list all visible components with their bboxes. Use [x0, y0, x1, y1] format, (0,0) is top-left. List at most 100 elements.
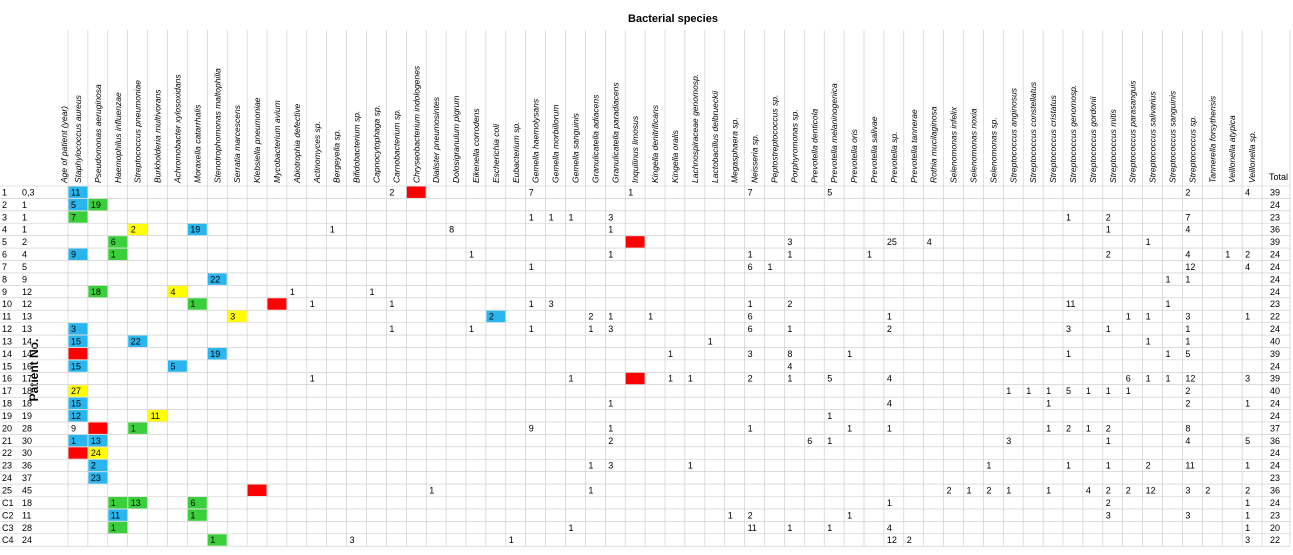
age-label: 12 — [22, 299, 32, 309]
heat-cell — [88, 285, 108, 298]
patient-label: C4 — [2, 535, 14, 545]
cell-value: 9 — [71, 423, 76, 433]
cell-value: 1 — [768, 262, 773, 272]
cell-value: 1 — [529, 299, 534, 309]
age-label: 13 — [22, 324, 32, 334]
cell-value: 2 — [1185, 386, 1190, 396]
cell-value: 13 — [91, 436, 101, 446]
cell-value: 1 — [1245, 510, 1250, 520]
total-label: 24 — [1270, 448, 1280, 458]
patient-label: 14 — [2, 349, 12, 359]
column-label: Streptococcus genomosp. — [1068, 85, 1078, 183]
cell-value: 5 — [1245, 436, 1250, 446]
cell-value: 15 — [71, 361, 81, 371]
cell-value: 1 — [131, 423, 136, 433]
column-label: Granulicatella paradiacens — [610, 82, 620, 183]
age-label: 18 — [22, 498, 32, 508]
cell-value: 4 — [1185, 436, 1190, 446]
cell-value: 11 — [1185, 461, 1194, 471]
patient-label: C2 — [2, 510, 14, 520]
column-label: Neisseria sp. — [750, 134, 760, 183]
cell-value: 3 — [748, 349, 753, 359]
cell-value: 1 — [469, 324, 474, 334]
cell-value: 2 — [947, 486, 952, 496]
total-label: 23 — [1270, 510, 1280, 520]
cell-value: 1 — [509, 535, 514, 545]
patient-label: C1 — [2, 498, 14, 508]
patient-label: 4 — [2, 225, 7, 235]
cell-value: 2 — [986, 486, 991, 496]
column-label: Klebsiella pneumoniae — [252, 97, 262, 183]
heat-cell — [108, 509, 128, 521]
cell-value: 3 — [787, 237, 792, 247]
total-label: 22 — [1270, 535, 1280, 545]
cell-value: 1 — [1106, 324, 1111, 334]
cell-value: 3 — [1185, 510, 1190, 520]
heat-cell — [168, 285, 187, 298]
column-label: Prevotella salivae — [869, 116, 879, 183]
column-label: Eubacterium sp. — [511, 122, 521, 183]
cell-value: 1 — [529, 324, 534, 334]
patient-label: 22 — [2, 448, 12, 458]
cell-value: 1 — [967, 486, 972, 496]
patient-label: 12 — [2, 324, 12, 334]
cell-value: 19 — [210, 349, 220, 359]
cell-value: 1 — [1086, 423, 1091, 433]
heat-cell — [68, 198, 88, 211]
cell-value: 2 — [1245, 486, 1250, 496]
cell-value: 2 — [1106, 250, 1111, 260]
cell-value: 3 — [608, 324, 613, 334]
column-label: Moraxella catarrhalis — [192, 104, 202, 183]
cell-value: 1 — [588, 486, 593, 496]
cell-value: 12 — [1185, 374, 1195, 384]
cell-value: 12 — [1185, 262, 1195, 272]
cell-value: 1 — [668, 374, 673, 384]
total-label: 23 — [1270, 299, 1280, 309]
total-label: 36 — [1270, 436, 1280, 446]
cell-value: 2 — [1106, 498, 1111, 508]
cell-value: 4 — [1185, 250, 1190, 260]
cell-value: 27 — [71, 386, 81, 396]
heat-cell — [68, 434, 88, 447]
cell-value: 1 — [1046, 386, 1051, 396]
patient-label: 21 — [2, 436, 12, 446]
cell-value: 1 — [1046, 399, 1051, 409]
cell-value: 6 — [1126, 374, 1131, 384]
cell-value: 1 — [1106, 386, 1111, 396]
heat-cell — [227, 310, 247, 323]
column-label: Tannerella forsythensis — [1207, 95, 1217, 183]
cell-value: 1 — [389, 324, 394, 334]
age-label: 30 — [22, 436, 32, 446]
cell-value: 11 — [748, 523, 757, 533]
cell-value: 11 — [111, 510, 120, 520]
column-label: Selenomonas infelix — [949, 106, 959, 183]
cell-value: 1 — [389, 299, 394, 309]
cell-value: 1 — [330, 225, 335, 235]
patient-label: 5 — [2, 237, 7, 247]
cell-value: 1 — [887, 498, 892, 508]
column-label: Haemophilus influenzae — [113, 92, 123, 183]
age-label: 9 — [22, 274, 27, 284]
heat-cell — [168, 360, 187, 372]
column-label: Selenomonas sp. — [988, 117, 998, 183]
cell-value: 1 — [748, 299, 753, 309]
cell-value: 1 — [1146, 237, 1151, 247]
column-label: Streptococcus constellatus — [1028, 81, 1038, 183]
column-label: Capnocytophaga sp. — [371, 105, 381, 183]
cell-value: 1 — [608, 423, 613, 433]
patient-label: 11 — [2, 312, 11, 322]
cell-value: 1 — [1066, 349, 1071, 359]
age-label: 5 — [22, 262, 27, 272]
patient-label: 23 — [2, 461, 12, 471]
cell-value: 1 — [628, 187, 633, 197]
column-label: Streptococcus sp. — [1187, 115, 1197, 183]
cell-value: 3 — [1185, 312, 1190, 322]
cell-value: 1 — [1066, 461, 1071, 471]
total-label: 40 — [1270, 386, 1280, 396]
age-label: 37 — [22, 473, 32, 483]
cell-value: 1 — [608, 399, 613, 409]
heat-cell — [68, 447, 88, 459]
column-label: Actinomyces sp. — [312, 121, 322, 184]
cell-value: 3 — [1106, 510, 1111, 520]
